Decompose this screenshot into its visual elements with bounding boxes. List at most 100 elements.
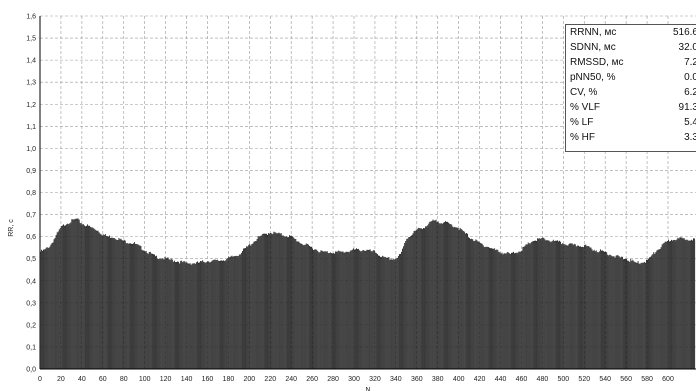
rr-bar (658, 249, 660, 369)
rr-bar (661, 244, 663, 369)
rr-bar (573, 243, 575, 369)
rr-bar (141, 249, 143, 369)
rr-bar (665, 241, 667, 369)
rr-bar (115, 239, 117, 369)
rr-bar (356, 248, 357, 369)
rr-bar (274, 232, 276, 369)
rr-bar (508, 253, 510, 369)
rr-bar (487, 247, 489, 369)
rr-bar (590, 247, 592, 369)
rr-bar (261, 234, 263, 369)
rr-bar (571, 243, 573, 369)
rr-bar (393, 259, 395, 369)
rr-bar (153, 254, 154, 369)
rr-bar (352, 248, 354, 369)
rr-bar (539, 238, 541, 369)
rr-bar (280, 233, 282, 369)
rr-bar (663, 242, 665, 369)
y-tick-label: 0,3 (26, 300, 36, 307)
rr-bar (173, 260, 175, 369)
rr-bar (86, 225, 87, 369)
rr-bar (556, 240, 557, 369)
rr-bar (118, 238, 120, 369)
rr-bar (164, 256, 166, 369)
rr-bar (247, 246, 249, 369)
rr-bar (542, 237, 544, 369)
rr-bar (94, 229, 96, 369)
rr-bar (301, 243, 303, 369)
rr-bar (163, 259, 165, 369)
rr-bar (462, 230, 464, 369)
rr-bar (550, 241, 552, 369)
rr-bar (250, 245, 252, 369)
rr-bar (537, 238, 539, 369)
rr-bar (634, 262, 636, 369)
rr-bar (91, 227, 93, 369)
rr-bar (358, 248, 360, 369)
rr-bar (524, 245, 526, 369)
rr-bar (92, 227, 94, 369)
rr-bar (584, 244, 586, 369)
rr-bar (467, 233, 468, 369)
rr-bar (686, 239, 688, 369)
rr-bar (585, 244, 587, 369)
y-tick-label: 1,2 (26, 102, 36, 109)
rr-bar (511, 252, 512, 369)
rr-bar (76, 218, 78, 369)
x-tick-label: 440 (495, 376, 507, 383)
rr-bar (289, 235, 290, 369)
rr-bar (344, 252, 346, 369)
rr-bar (231, 255, 233, 369)
rr-bar (391, 259, 393, 369)
rr-bar (390, 258, 392, 369)
rr-bar (517, 252, 519, 369)
rr-bar (535, 240, 536, 369)
rr-bar (610, 254, 612, 369)
rr-bar (621, 256, 623, 369)
rr-bar (225, 260, 227, 369)
rr-bar (405, 240, 407, 369)
rr-bar (228, 256, 230, 369)
rr-bar (319, 252, 321, 369)
rr-bar (418, 228, 420, 369)
rr-bar (482, 245, 484, 369)
rr-bar (615, 255, 617, 369)
rr-bar (262, 233, 264, 369)
rr-bar (293, 237, 295, 369)
rr-bar (656, 250, 658, 369)
rr-bar (363, 249, 365, 369)
rr-bar (162, 258, 164, 369)
rr-bar (652, 254, 654, 369)
rr-bar (252, 243, 254, 369)
rr-bar (683, 238, 685, 369)
rr-bar (359, 250, 361, 369)
rr-bar (292, 236, 294, 369)
rr-bar (127, 243, 129, 369)
rr-bar (325, 251, 327, 369)
x-tick-label: 340 (390, 376, 402, 383)
rr-bar (529, 243, 531, 369)
x-tick-label: 420 (474, 376, 486, 383)
rr-bar (349, 250, 351, 369)
rr-bar (268, 233, 270, 369)
rr-bar (423, 228, 424, 369)
rr-bar (522, 246, 524, 369)
rr-bar (633, 261, 635, 369)
rr-bar (114, 238, 116, 369)
x-tick-label: 100 (139, 376, 151, 383)
rr-bar (316, 249, 318, 369)
rr-bar (128, 243, 130, 369)
rr-bar (387, 257, 389, 369)
rr-bar (307, 244, 309, 369)
rr-bar (51, 243, 53, 369)
rr-bar (351, 249, 353, 369)
rr-bar (249, 243, 251, 369)
y-tick-label: 1,0 (26, 146, 36, 153)
rr-bar (551, 241, 553, 369)
rr-bar (43, 249, 44, 369)
rr-bar (440, 223, 442, 369)
stat-label: CV, % (570, 87, 598, 98)
rr-bar (620, 256, 622, 369)
y-tick-labels: 0,0 0,1 0,2 0,3 0,4 0,5 0,6 0,7 0,8 0,9 1,0 1,1 1,2 1… (26, 14, 36, 374)
rr-bar (386, 258, 388, 369)
